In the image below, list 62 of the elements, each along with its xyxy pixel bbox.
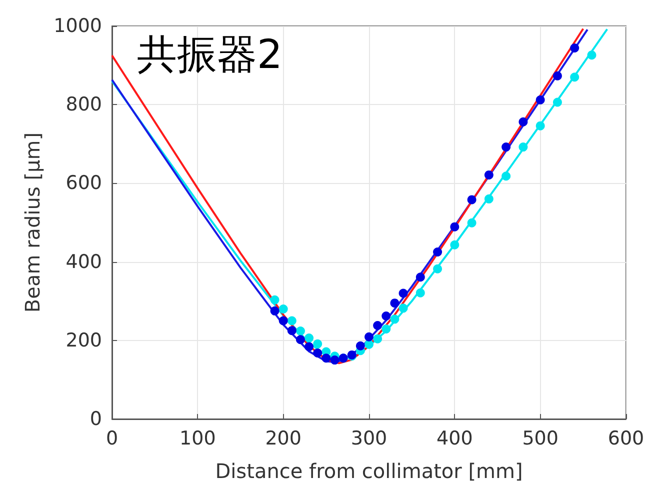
point [518,142,528,152]
x-tick-label: 200 [265,428,302,450]
y-tick-label: 200 [66,329,102,352]
point [304,342,314,352]
point [287,316,296,326]
x-axis-title: Distance from collimator [mm] [215,459,523,483]
point [433,264,442,274]
y-tick-label: 1000 [54,15,102,37]
chart-title: 共振器2 [137,32,282,78]
point [552,98,562,107]
x-tick-label: 300 [350,428,388,450]
point [313,348,322,358]
point [382,312,391,321]
point [570,72,580,82]
point [416,288,425,298]
y-tick-label: 400 [66,250,102,273]
point [330,356,340,365]
point [467,195,476,204]
point [398,304,408,313]
x-tick-label: 600 [608,428,644,450]
x-tick-label: 500 [522,428,558,450]
point [390,314,400,324]
x-tick-label: 400 [436,428,473,450]
point [322,354,331,363]
point [552,71,562,80]
point [484,170,494,180]
point [467,218,476,228]
y-axis-title: Beam radius [μm] [20,132,45,313]
point [570,44,580,53]
point [502,172,511,181]
x-tick-label: 0 [106,428,118,450]
point [536,121,545,130]
y-tick-label: 0 [90,408,102,430]
point [356,341,365,350]
point [296,335,305,344]
point [364,340,374,349]
point [518,117,528,126]
point [398,288,408,298]
point [484,194,494,204]
point [587,50,596,60]
point [416,272,425,282]
point [382,324,391,334]
y-tick-label: 800 [66,94,102,116]
point [450,240,460,250]
point [270,295,280,304]
y-tick-label: 600 [66,172,102,194]
point [373,334,382,344]
point [433,247,442,256]
point [390,298,400,308]
point [296,326,305,336]
point [278,316,288,326]
point [270,306,280,316]
point [304,334,314,343]
point [373,320,382,330]
x-tick-label: 100 [180,428,216,450]
point [313,339,322,348]
point [502,142,511,152]
point [450,222,460,232]
point [278,304,288,314]
point [364,332,374,342]
point [536,95,545,104]
point [287,326,296,336]
